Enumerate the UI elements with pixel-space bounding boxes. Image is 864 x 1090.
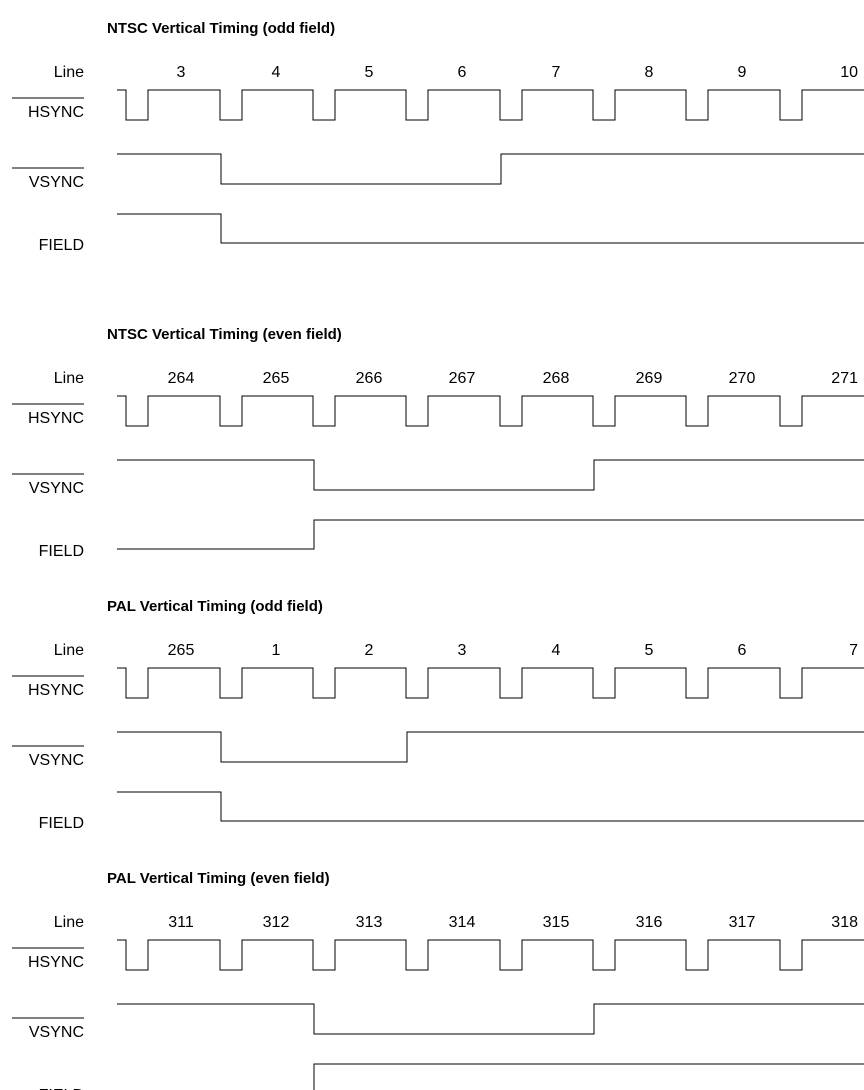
line-number: 316 <box>636 914 663 931</box>
line-number: 264 <box>168 370 195 387</box>
section-title: PAL Vertical Timing (odd field) <box>107 598 323 615</box>
hsync-waveform <box>117 395 864 427</box>
vsync-label: VSYNC <box>29 1024 84 1041</box>
line-number: 6 <box>458 64 467 81</box>
hsync-waveform <box>117 89 864 121</box>
line-number: 10 <box>840 64 858 81</box>
line-number: 266 <box>356 370 383 387</box>
line-label: Line <box>54 642 84 659</box>
section-title: PAL Vertical Timing (even field) <box>107 870 330 887</box>
line-number: 265 <box>263 370 290 387</box>
line-number: 314 <box>449 914 476 931</box>
line-number: 5 <box>365 64 374 81</box>
vsync-waveform <box>117 153 864 185</box>
hsync-waveform <box>117 667 864 699</box>
vsync-label: VSYNC <box>29 480 84 497</box>
field-waveform <box>117 519 864 550</box>
line-number: 315 <box>543 914 570 931</box>
field-label: FIELD <box>39 1087 84 1090</box>
line-number: 8 <box>645 64 654 81</box>
line-number: 4 <box>272 64 281 81</box>
line-number: 317 <box>729 914 756 931</box>
field-waveform <box>117 213 864 244</box>
line-label: Line <box>54 64 84 81</box>
timing-section: NTSC Vertical Timing (even field) Line HSY… <box>12 326 864 560</box>
line-number: 268 <box>543 370 570 387</box>
vsync-label: VSYNC <box>29 752 84 769</box>
vsync-waveform <box>117 1003 864 1035</box>
hsync-label: HSYNC <box>28 104 84 121</box>
line-number: 5 <box>645 642 654 659</box>
line-label: Line <box>54 370 84 387</box>
line-number: 318 <box>831 914 858 931</box>
line-number: 7 <box>849 642 858 659</box>
field-label: FIELD <box>39 815 84 832</box>
hsync-label: HSYNC <box>28 954 84 971</box>
line-number: 312 <box>263 914 290 931</box>
hsync-label: HSYNC <box>28 682 84 699</box>
vsync-waveform <box>117 731 864 763</box>
timing-section: PAL Vertical Timing (even field) Line HSYN… <box>12 870 864 1090</box>
section-title: NTSC Vertical Timing (odd field) <box>107 20 335 37</box>
line-number: 7 <box>552 64 561 81</box>
line-number: 313 <box>356 914 383 931</box>
line-number: 3 <box>458 642 467 659</box>
line-number: 267 <box>449 370 476 387</box>
line-label: Line <box>54 914 84 931</box>
line-number: 6 <box>738 642 747 659</box>
line-number: 271 <box>831 370 858 387</box>
field-waveform <box>313 1063 864 1090</box>
hsync-waveform <box>117 939 864 971</box>
line-number: 4 <box>552 642 561 659</box>
line-number: 270 <box>729 370 756 387</box>
hsync-label: HSYNC <box>28 410 84 427</box>
vsync-label: VSYNC <box>29 174 84 191</box>
line-number: 311 <box>168 914 194 931</box>
timing-section: PAL Vertical Timing (odd field) Line HSYNC… <box>12 598 864 832</box>
line-number: 1 <box>272 642 281 659</box>
line-number: 269 <box>636 370 663 387</box>
vsync-waveform <box>117 459 864 491</box>
timing-section: NTSC Vertical Timing (odd field) Line HSYN… <box>12 20 864 254</box>
line-number: 2 <box>365 642 374 659</box>
field-label: FIELD <box>39 543 84 560</box>
line-number: 265 <box>168 642 195 659</box>
line-number: 3 <box>177 64 186 81</box>
field-waveform <box>117 791 864 822</box>
line-number: 9 <box>738 64 747 81</box>
section-title: NTSC Vertical Timing (even field) <box>107 326 342 343</box>
field-label: FIELD <box>39 237 84 254</box>
